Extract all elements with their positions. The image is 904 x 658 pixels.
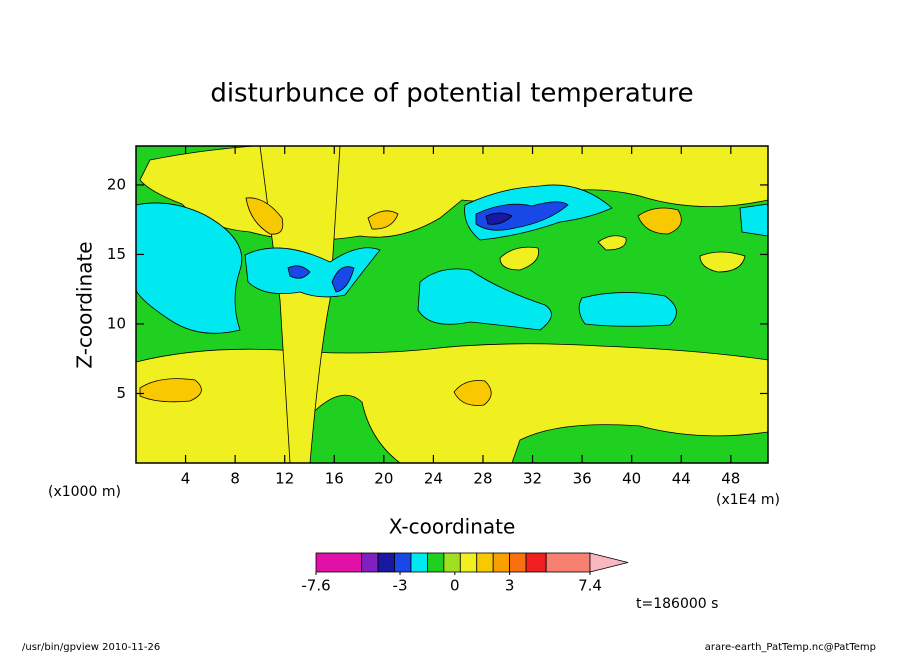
x-tick-label: 36 — [573, 470, 592, 488]
colorbar-tick-label: 3 — [505, 577, 515, 595]
x-axis-label: X-coordinate — [389, 515, 516, 539]
y-tick-label: 10 — [107, 314, 126, 332]
y-tick-label: 15 — [107, 245, 126, 263]
plot-area — [136, 146, 768, 463]
colorbar-tick-label: -3 — [393, 577, 408, 595]
x-tick-label: 12 — [275, 470, 294, 488]
footer: arare-earth_PatTemp.nc@PatTemp — [705, 642, 876, 653]
colorbar-box — [545, 552, 591, 573]
colorbar-tick-label: -7.6 — [301, 577, 330, 595]
x-tick-label: 8 — [230, 470, 240, 488]
colorbar-box — [459, 552, 478, 573]
contour-region — [136, 202, 243, 334]
footer: /usr/bin/gpview 2010-11-26 — [22, 642, 160, 653]
contour-region — [453, 380, 492, 406]
colorbar-box — [476, 552, 494, 573]
colorbar-box — [509, 552, 527, 573]
colorbar-box — [443, 552, 461, 573]
time-label: t=186000 s — [636, 596, 718, 612]
x-tick-label: 28 — [473, 470, 492, 488]
contour-region — [485, 212, 513, 225]
colorbar-box — [410, 552, 428, 573]
y-axis-label: Z-coordinate — [73, 241, 97, 368]
colorbar-box — [427, 552, 445, 573]
x-tick-label: 16 — [325, 470, 344, 488]
contour-region — [331, 266, 355, 293]
contour-region — [699, 251, 746, 273]
x-tick-label: 48 — [721, 470, 740, 488]
x-unit-label: (x1E4 m) — [716, 492, 780, 508]
x-tick-label: 4 — [181, 470, 191, 488]
contour-region — [499, 246, 539, 271]
contour-region — [367, 210, 399, 230]
y-tick-label: 20 — [107, 175, 126, 193]
contour-region — [578, 292, 677, 327]
chart-title: disturbunce of potential temperature — [210, 79, 693, 109]
colorbar-box — [492, 552, 511, 573]
x-tick-label: 20 — [374, 470, 393, 488]
plot-frame — [135, 145, 769, 464]
contour-region — [287, 265, 311, 279]
colorbar-box — [394, 552, 412, 573]
colorbar-box — [525, 552, 547, 573]
y-tick-label: 5 — [116, 384, 126, 402]
x-tick-label: 32 — [523, 470, 542, 488]
contour-region — [597, 235, 627, 251]
contour-region — [417, 268, 552, 331]
colorbar-box — [361, 552, 379, 573]
colorbar-over — [589, 552, 629, 573]
contour-region — [739, 203, 768, 237]
colorbar-box — [377, 552, 395, 573]
x-tick-label: 24 — [424, 470, 443, 488]
x-unit-label: (x1000 m) — [48, 484, 121, 500]
colorbar-tick-label: 7.4 — [578, 577, 602, 595]
colorbar-tick-label: 0 — [450, 577, 460, 595]
x-tick-label: 40 — [622, 470, 641, 488]
colorbar-box — [315, 552, 363, 573]
contour-region — [637, 207, 682, 235]
x-tick-label: 44 — [672, 470, 691, 488]
contour-region — [139, 378, 202, 403]
contour-region — [245, 197, 284, 235]
